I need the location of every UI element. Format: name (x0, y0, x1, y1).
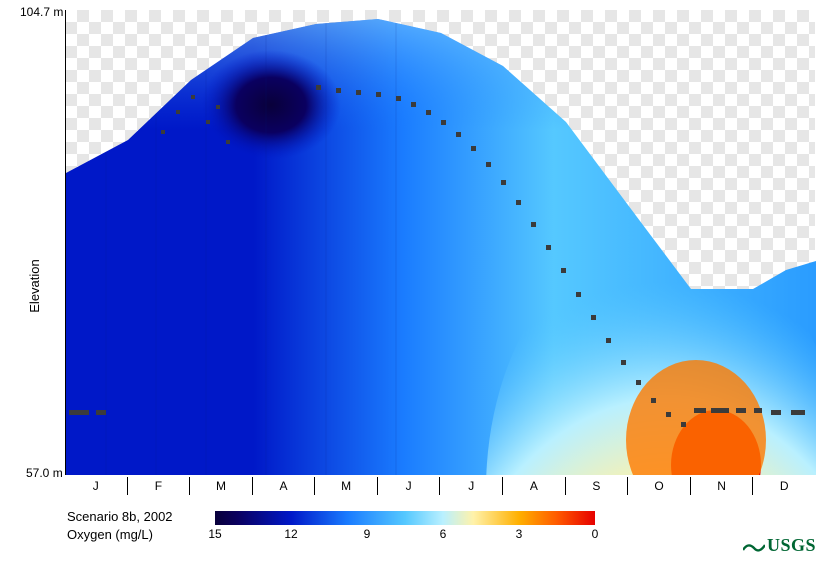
legend-area: Scenario 8b, 2002 Oxygen (mg/L) 15 12 9 … (65, 505, 815, 565)
cb-tick-6: 6 (440, 527, 447, 541)
legend-title-1: Scenario 8b, 2002 (67, 509, 173, 524)
month-n: N (691, 477, 754, 495)
month-j2: J (378, 477, 441, 495)
y-bottom-label: 57.0 m (26, 466, 63, 480)
month-f: F (128, 477, 191, 495)
month-o: O (628, 477, 691, 495)
cb-tick-0: 0 (592, 527, 599, 541)
month-d: D (753, 477, 815, 495)
month-j3: J (440, 477, 503, 495)
month-a2: A (503, 477, 566, 495)
y-top-label: 104.7 m (20, 5, 63, 19)
plot-area (65, 10, 815, 475)
cb-tick-15: 15 (208, 527, 221, 541)
heatmap-svg (66, 10, 816, 475)
legend-title-2: Oxygen (mg/L) (67, 527, 153, 542)
month-j1: J (65, 477, 128, 495)
month-a1: A (253, 477, 316, 495)
usgs-wave-icon (743, 540, 765, 554)
cb-tick-9: 9 (364, 527, 371, 541)
usgs-logo-text: USGS (767, 535, 816, 555)
month-m2: M (315, 477, 378, 495)
colorbar (215, 511, 595, 525)
y-axis-title: Elevation (27, 259, 42, 312)
cb-tick-3: 3 (516, 527, 523, 541)
cb-tick-12: 12 (284, 527, 297, 541)
month-s: S (566, 477, 629, 495)
usgs-logo: USGS (743, 535, 816, 556)
month-m1: M (190, 477, 253, 495)
x-axis-months: J F M A M J J A S O N D (65, 478, 815, 496)
